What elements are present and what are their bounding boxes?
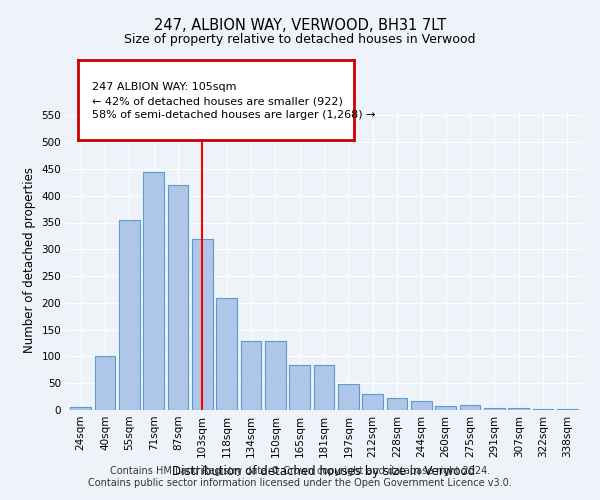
Bar	[314, 365, 334, 410]
Y-axis label: Number of detached properties: Number of detached properties	[23, 167, 36, 353]
Bar	[265, 342, 286, 410]
Text: 247 ALBION WAY: 105sqm
← 42% of detached houses are smaller (922)
58% of semi-de: 247 ALBION WAY: 105sqm ← 42% of detached…	[92, 82, 376, 120]
Bar	[436, 406, 456, 410]
X-axis label: Distribution of detached houses by size in Verwood: Distribution of detached houses by size …	[172, 466, 476, 478]
Bar	[508, 408, 529, 410]
Bar	[460, 404, 481, 410]
Text: Contains HM Land Registry data © Crown copyright and database right 2024.
Contai: Contains HM Land Registry data © Crown c…	[88, 466, 512, 487]
Bar	[289, 365, 310, 410]
Bar	[216, 298, 237, 410]
Bar	[241, 342, 262, 410]
Bar	[95, 356, 115, 410]
Bar	[484, 408, 505, 410]
Bar	[362, 394, 383, 410]
Text: 247, ALBION WAY, VERWOOD, BH31 7LT: 247, ALBION WAY, VERWOOD, BH31 7LT	[154, 18, 446, 32]
Bar	[533, 409, 553, 410]
Bar	[338, 384, 359, 410]
Bar	[557, 409, 578, 410]
Bar	[119, 220, 140, 410]
Bar	[386, 398, 407, 410]
Bar	[143, 172, 164, 410]
Bar	[167, 185, 188, 410]
Text: Size of property relative to detached houses in Verwood: Size of property relative to detached ho…	[124, 32, 476, 46]
Bar	[70, 408, 91, 410]
Bar	[411, 401, 432, 410]
Bar	[192, 238, 212, 410]
